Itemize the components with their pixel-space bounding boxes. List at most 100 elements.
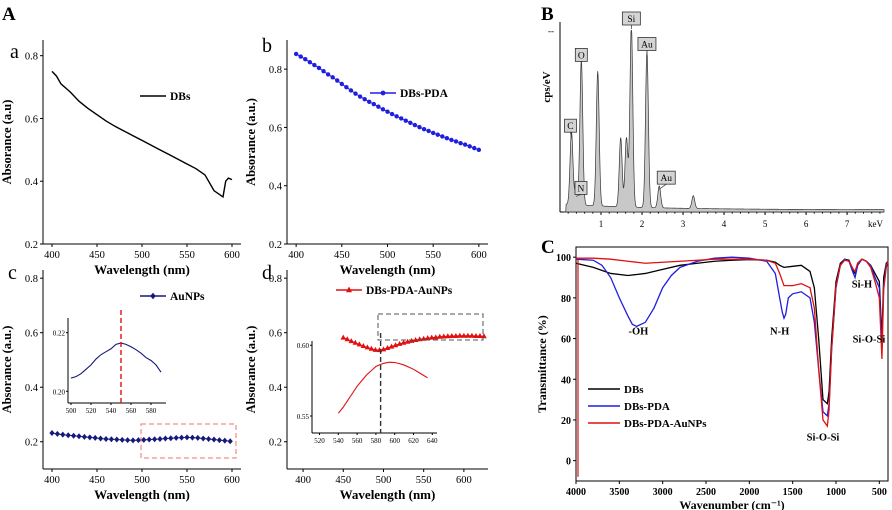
- x-tick-label-B: 2: [640, 219, 645, 229]
- data-point-d: [428, 334, 435, 340]
- data-point-b: [476, 147, 482, 153]
- data-point-b: [444, 136, 450, 141]
- data-point-b: [353, 91, 358, 96]
- band-annotation-C: Si-O-Si: [853, 335, 886, 346]
- y-tick-label-C: 100: [556, 253, 571, 264]
- y-tick-label-b: 0.4: [269, 182, 283, 193]
- y-tick-label-b: 0.2: [269, 240, 282, 251]
- inset-x-tick-label-d: 640: [427, 437, 438, 445]
- data-point-d: [372, 346, 379, 352]
- x-tick-label-a: 450: [89, 250, 105, 261]
- x-tick-label-C: 3000: [653, 487, 673, 498]
- x-tick-label-C: 500: [872, 487, 887, 498]
- legend-marker-d: [346, 286, 352, 293]
- element-tag-label-B: Au: [660, 174, 672, 184]
- x-tick-label-c: 400: [44, 475, 60, 486]
- inset-x-tick-label-d: 520: [314, 437, 325, 445]
- data-point-b: [440, 134, 445, 139]
- data-point-b: [376, 104, 381, 109]
- x-axis-title-C: Wavenumber (cm⁻¹): [679, 498, 784, 510]
- data-point-d: [436, 333, 443, 339]
- data-point-c: [227, 438, 233, 445]
- data-point-d: [412, 337, 419, 343]
- chart-c: 400 450 500 550 600 0.2 0.4 0.6 0.8 Wavelength (n…: [0, 262, 241, 502]
- data-point-c: [60, 431, 66, 438]
- band-annotation-C: Si-H: [852, 280, 872, 291]
- x-tick-label-B: 4: [722, 219, 727, 229]
- data-point-b: [385, 109, 390, 114]
- data-point-d: [453, 332, 459, 338]
- element-tag-box-B: [621, 11, 641, 26]
- element-tag-box-B: [574, 181, 588, 195]
- subpanel-label-d: d: [262, 262, 272, 284]
- y-tick-label-d: 0.6: [269, 329, 282, 340]
- data-point-d: [356, 341, 363, 347]
- y-axis-title-B: cps/eV: [541, 71, 553, 102]
- inset-line-c: [70, 342, 162, 379]
- legend-label-c: AuNPs: [170, 291, 205, 303]
- data-point-d: [360, 343, 367, 349]
- data-point-c: [168, 435, 174, 442]
- data-point-d: [380, 346, 387, 352]
- element-tag-box-B: [656, 170, 676, 185]
- y-tick-label-a: 0.8: [25, 52, 38, 63]
- data-point-b: [426, 128, 431, 134]
- data-point-d: [440, 333, 447, 339]
- y-axis-title-d: Absorance (a.u.): [244, 326, 258, 414]
- data-point-b: [449, 137, 454, 143]
- data-point-c: [130, 437, 136, 444]
- y-axis-title-a: Absorance (a.u): [0, 100, 14, 185]
- series-line-b: [295, 53, 480, 151]
- data-point-c: [222, 437, 228, 444]
- panel-label-C: C: [541, 237, 555, 258]
- plot-frame-C: [575, 246, 889, 482]
- data-point-b: [472, 145, 477, 151]
- y-tick-label-a: 0.2: [25, 240, 38, 251]
- zoom-region-box-c: [140, 423, 237, 459]
- element-tag-box-B: [574, 48, 588, 62]
- data-point-d: [461, 332, 467, 338]
- y-tick-label-d: 0.8: [269, 274, 282, 285]
- y-tick-label-c: 0.4: [25, 383, 39, 394]
- data-point-d: [364, 344, 371, 350]
- data-point-b: [298, 54, 303, 59]
- y-axis-title-c: Absorance (a.u.): [0, 326, 14, 414]
- y-tick-label-a: 0.6: [25, 114, 38, 125]
- data-point-c: [162, 435, 168, 442]
- legend-label-C: DBs: [624, 384, 644, 396]
- data-point-b: [458, 140, 463, 146]
- x-tick-label-c: 450: [89, 475, 105, 486]
- series-line-C-2: [576, 257, 889, 428]
- subpanel-label-a: a: [10, 41, 19, 63]
- inset-x-tick-label-c: 580: [146, 407, 157, 415]
- x-axis-title-c: Wavelength (nm): [94, 487, 190, 502]
- inset-x-tick-label-d: 540: [333, 437, 344, 445]
- data-point-b: [367, 99, 372, 104]
- data-point-c: [157, 436, 163, 443]
- data-point-c: [189, 434, 195, 441]
- data-point-b: [467, 144, 472, 149]
- x-tick-label-B: 6: [804, 219, 809, 229]
- data-point-b: [394, 114, 399, 119]
- data-point-d: [368, 345, 375, 351]
- chart-ftir: 4000 3500 3000 2500 2000 1500 1000 500 0 20 40 60 80…: [535, 246, 889, 510]
- data-point-c: [141, 436, 147, 443]
- data-point-d: [457, 332, 463, 338]
- data-point-b: [435, 132, 440, 137]
- zoom-region-box-d: [377, 313, 484, 341]
- data-point-b: [417, 124, 422, 130]
- x-tick-label-B: 1: [599, 219, 604, 229]
- band-annotation-C: Si-O-Si: [807, 432, 840, 443]
- data-point-c: [92, 434, 98, 441]
- element-pointer-B: [570, 132, 572, 139]
- inset-x-tick-label-c: 520: [86, 407, 97, 415]
- x-tick-label-a: 600: [224, 250, 240, 261]
- data-point-c: [135, 437, 141, 444]
- data-point-d: [445, 333, 451, 339]
- data-point-d: [469, 332, 475, 338]
- data-point-b: [380, 107, 386, 112]
- element-tag-box-B: [637, 37, 657, 51]
- series-line-a: [51, 70, 233, 199]
- data-point-c: [200, 435, 206, 442]
- data-point-b: [389, 111, 395, 117]
